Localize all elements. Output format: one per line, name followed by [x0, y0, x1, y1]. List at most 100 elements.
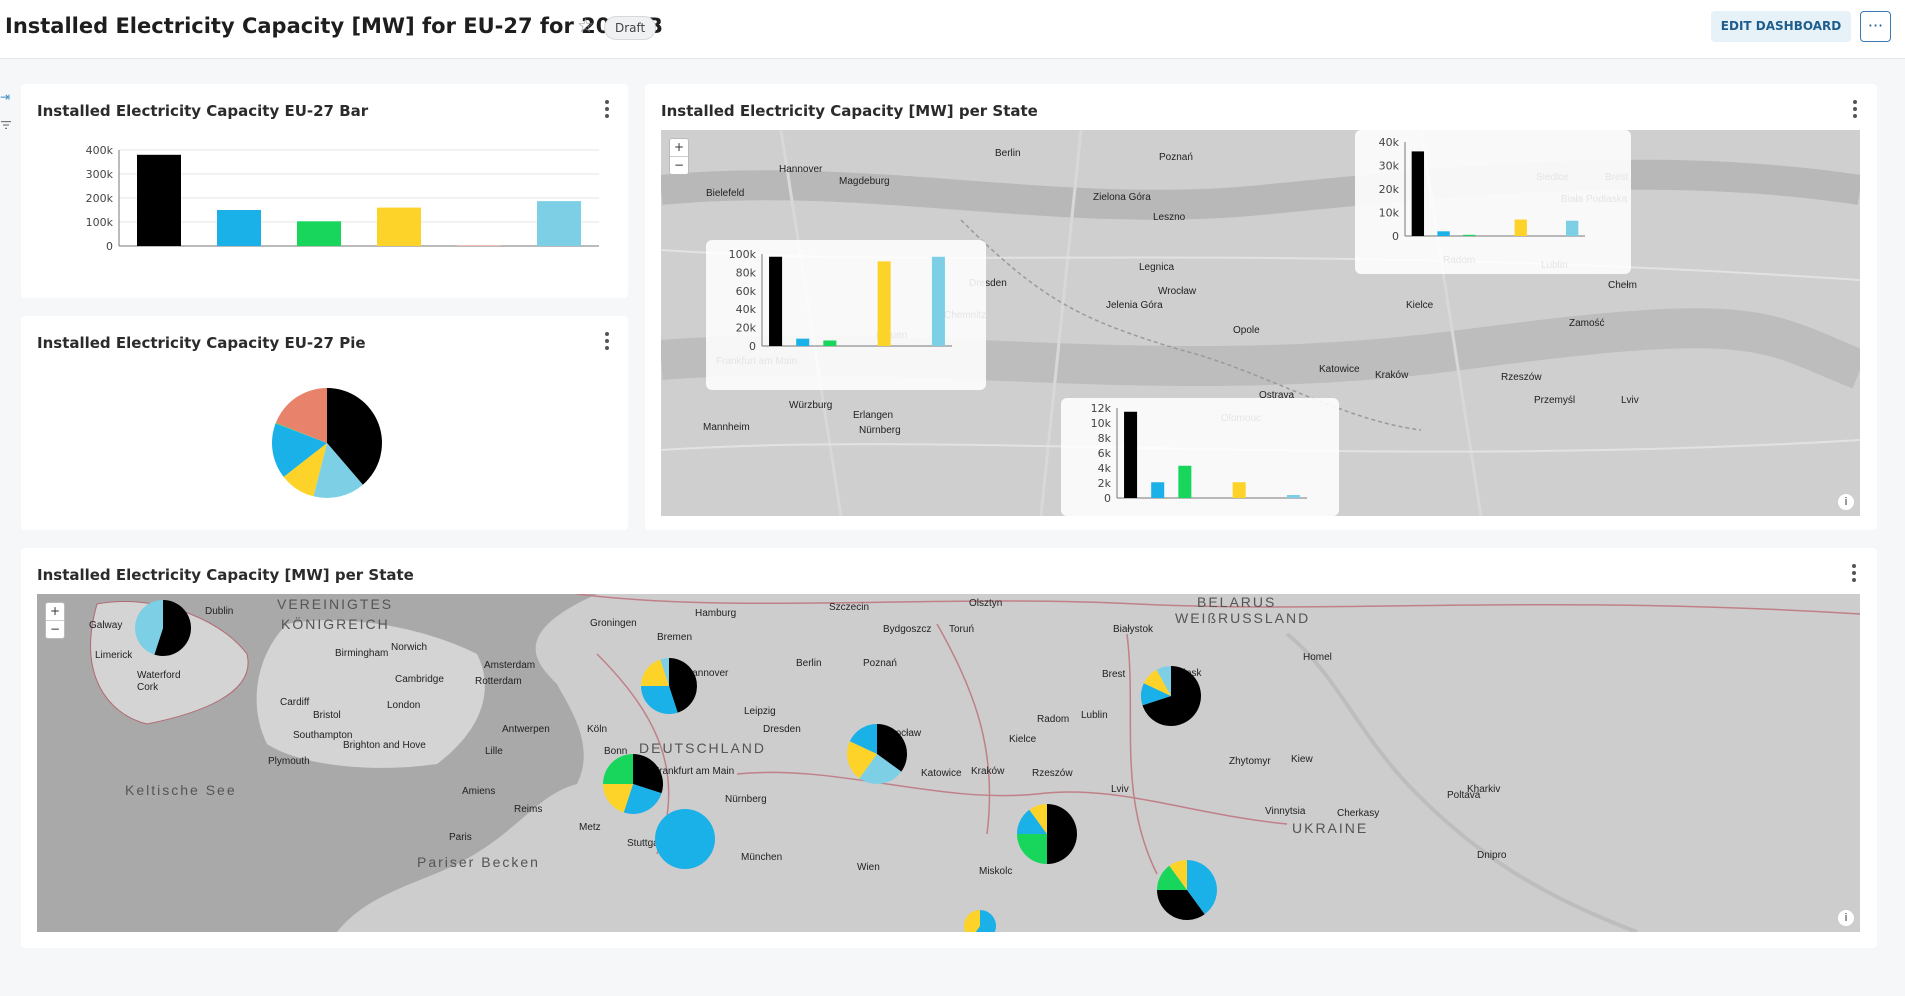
pie-slice[interactable]: [1156, 666, 1171, 696]
card-menu-icon[interactable]: [1850, 564, 1858, 584]
germany-bar-overlay: 100k 80k 60k 40k 20k 0: [706, 240, 986, 390]
pie-slice[interactable]: [603, 754, 633, 784]
pie-slice[interactable]: [669, 658, 698, 713]
pie-slice[interactable]: [660, 658, 669, 686]
pie-slice[interactable]: [1157, 890, 1205, 920]
bar[interactable]: [823, 340, 837, 346]
map-place-label: Groningen: [590, 618, 637, 629]
zoom-in-button[interactable]: +: [46, 603, 64, 621]
pie-slice[interactable]: [283, 443, 327, 497]
state-pies-map[interactable]: Dublin Galway Limerick Cork Waterford Birming…: [37, 594, 1860, 932]
bar[interactable]: [1124, 411, 1138, 498]
bar[interactable]: [217, 210, 261, 246]
zoom-out-button[interactable]: −: [49, 622, 61, 636]
pie-slice[interactable]: [154, 600, 191, 656]
bar[interactable]: [1178, 465, 1192, 498]
y-tick-label: 0: [106, 240, 113, 253]
bar-chart-card: Installed Electricity Capacity EU-27 Bar…: [21, 84, 628, 298]
map-info-icon[interactable]: i: [1838, 910, 1854, 926]
map-zoom-control: + −: [669, 138, 689, 175]
bar[interactable]: [1437, 231, 1450, 236]
bar[interactable]: [1411, 151, 1425, 236]
bar[interactable]: [1565, 220, 1579, 236]
bar[interactable]: [1514, 219, 1527, 236]
draft-badge[interactable]: Draft: [604, 16, 657, 40]
pie-slice[interactable]: [641, 686, 678, 714]
map-place-label: Szczecin: [829, 602, 870, 613]
bar[interactable]: [931, 256, 945, 346]
map-place-label: Amiens: [462, 786, 496, 797]
pie-slice[interactable]: [313, 443, 363, 498]
bar[interactable]: [1151, 482, 1165, 498]
card-menu-icon[interactable]: [603, 332, 611, 352]
map-place-label: Vinnytsia: [1265, 806, 1306, 817]
pie-slice[interactable]: [327, 388, 382, 485]
favorite-star-icon[interactable]: ☆: [577, 15, 595, 37]
bar[interactable]: [1286, 495, 1300, 498]
pie-slice[interactable]: [275, 422, 327, 443]
pie-slice[interactable]: [877, 724, 908, 772]
pie-slice[interactable]: [1142, 666, 1202, 726]
bar[interactable]: [1232, 482, 1246, 498]
map-place-label: Ostrava: [1259, 390, 1295, 401]
pie-slice[interactable]: [134, 600, 163, 655]
map-place-label: Bonn: [604, 746, 628, 757]
pie-slice[interactable]: [275, 388, 327, 443]
map-place-label: Mannheim: [703, 422, 750, 433]
map-place-label: Wien: [857, 862, 880, 873]
pie-slice[interactable]: [633, 754, 663, 794]
pie-slice[interactable]: [1029, 804, 1047, 834]
expand-sidebar-icon[interactable]: ⇥: [0, 90, 11, 104]
eu27-pie-chart: [272, 388, 382, 498]
map-place-label: Kraków: [971, 766, 1005, 777]
pie-slice[interactable]: [1169, 860, 1187, 890]
y-tick-label: 100k: [86, 216, 114, 229]
pie-slice[interactable]: [1017, 834, 1047, 864]
bar[interactable]: [297, 221, 341, 246]
bar[interactable]: [1463, 234, 1476, 236]
pie-slice[interactable]: [849, 724, 877, 754]
map-info-icon[interactable]: i: [1838, 494, 1854, 510]
pie-slice[interactable]: [1047, 804, 1077, 864]
pie-slice[interactable]: [1017, 809, 1047, 834]
pie-slice[interactable]: [272, 423, 327, 477]
map-place-label: Chełm: [1608, 280, 1637, 291]
pie-slice[interactable]: [603, 784, 633, 813]
map-place-label: Birmingham: [335, 648, 389, 659]
filter-icon[interactable]: [1, 115, 11, 134]
map-place-label: Bielefeld: [706, 188, 745, 199]
edit-dashboard-button[interactable]: EDIT DASHBOARD: [1711, 11, 1851, 42]
bar[interactable]: [769, 256, 783, 346]
bar[interactable]: [377, 207, 421, 246]
pie-slice[interactable]: [847, 741, 877, 779]
bar[interactable]: [137, 154, 181, 246]
bar[interactable]: [877, 261, 891, 346]
card-menu-icon[interactable]: [1851, 100, 1859, 120]
map-region-label: DEUTSCHLAND: [639, 740, 767, 756]
pie-slice[interactable]: [623, 784, 662, 814]
pie-slice[interactable]: [1141, 683, 1171, 706]
state-bars-map[interactable]: Hannover Berlin Poznań Magdeburg Bielefeld Dr…: [661, 130, 1860, 516]
pie-slice[interactable]: [859, 754, 902, 784]
bar[interactable]: [537, 201, 581, 246]
pie-slice[interactable]: [641, 659, 669, 686]
bar[interactable]: [796, 338, 810, 346]
map-place-label: Nürnberg: [725, 794, 767, 805]
map-place-label: Dnipro: [1477, 850, 1507, 861]
pie-slice[interactable]: [655, 809, 715, 869]
map-place-label: Berlin: [796, 658, 822, 669]
pie-slice[interactable]: [1187, 860, 1218, 915]
zoom-out-button[interactable]: −: [673, 158, 685, 172]
zoom-in-button[interactable]: +: [670, 139, 688, 157]
map-place-label: Lviv: [1111, 784, 1129, 795]
map-place-label: Poznań: [1159, 152, 1193, 163]
pie-slice[interactable]: [1157, 865, 1187, 890]
map-place-label: Rzeszów: [1501, 372, 1542, 383]
more-options-button[interactable]: ···: [1860, 11, 1891, 42]
pie-slice[interactable]: [964, 910, 980, 932]
pie-slice[interactable]: [971, 910, 996, 932]
map-place-label: Jelenia Góra: [1106, 300, 1163, 311]
y-tick-label: 6k: [1098, 447, 1112, 460]
card-menu-icon[interactable]: [603, 100, 611, 120]
pie-slice[interactable]: [1143, 669, 1171, 696]
